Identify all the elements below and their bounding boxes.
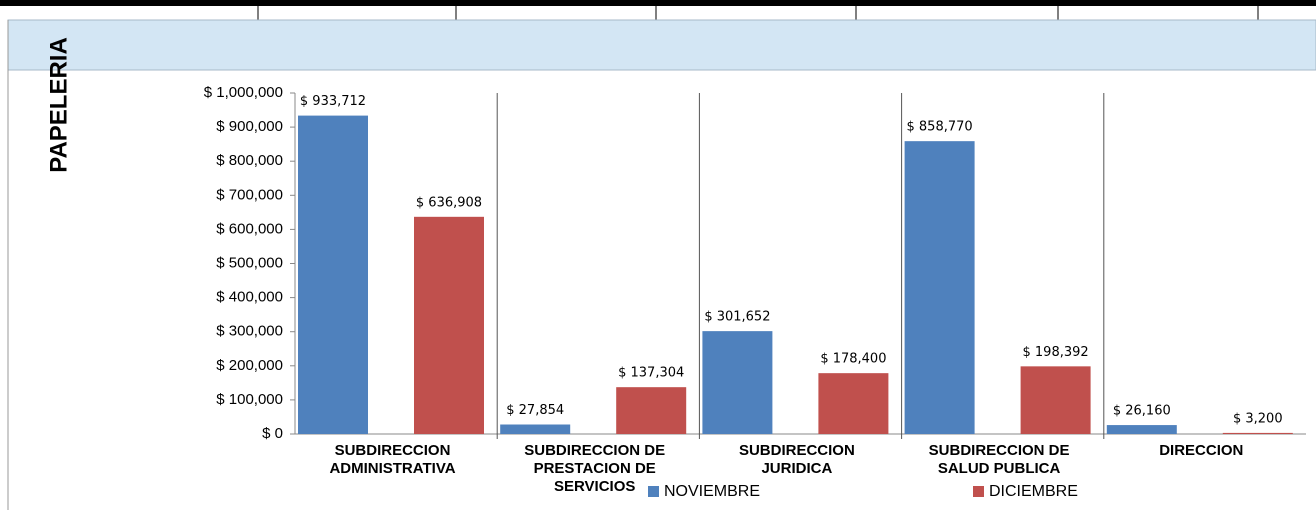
value-label: $ 26,160: [1113, 404, 1171, 419]
cell-ticks: [257, 6, 1259, 20]
bar: [616, 387, 687, 434]
top-border: [0, 0, 1316, 6]
value-label: $ 636,908: [416, 195, 482, 210]
legend-swatch: [973, 486, 984, 497]
bar: [500, 424, 571, 434]
value-label: $ 137,304: [618, 366, 684, 381]
value-label: $ 3,200: [1233, 411, 1283, 426]
value-label: $ 301,652: [704, 310, 770, 325]
x-tick-label: DIRECCION: [1159, 442, 1244, 459]
bar: [1020, 366, 1091, 434]
bar: [298, 115, 368, 434]
y-tick-label: $ 700,000: [216, 186, 283, 203]
y-tick-label: $ 300,000: [216, 323, 283, 340]
value-label: $ 27,854: [506, 403, 564, 418]
value-label: $ 858,770: [907, 120, 973, 135]
y-tick-label: $ 200,000: [216, 357, 283, 374]
chart-title: PAPELERIA: [45, 37, 72, 173]
x-tick-label: SUBDIRECCION ADMINISTRATIVA: [329, 442, 456, 477]
y-tick-label: $ 0: [262, 425, 283, 442]
y-tick-label: $ 400,000: [216, 289, 283, 306]
legend-swatch: [648, 486, 659, 497]
y-tick-label: $ 100,000: [216, 391, 283, 408]
bar: [1106, 425, 1177, 434]
x-tick-label: SUBDIRECCION DE SALUD PUBLICA: [928, 442, 1070, 477]
y-tick-label: $ 900,000: [216, 118, 283, 135]
bar: [414, 216, 484, 434]
value-label: $ 178,400: [820, 352, 886, 367]
x-tick-label: SUBDIRECCION DE PRESTACION DE SERVICIOS: [524, 442, 666, 495]
value-label: $ 933,712: [300, 94, 366, 109]
y-tick-label: $ 600,000: [216, 220, 283, 237]
bar: [702, 331, 773, 434]
y-tick-label: $ 500,000: [216, 254, 283, 271]
bar: [1222, 432, 1293, 434]
x-tick-label: SUBDIRECCION JURIDICA: [738, 442, 855, 477]
bar: [904, 141, 975, 434]
bar: [818, 373, 889, 434]
legend-label: DICIEMBRE: [989, 483, 1078, 500]
legend-label: NOVIEMBRE: [664, 483, 760, 500]
y-tick-label: $ 800,000: [216, 152, 283, 169]
y-tick-label: $ 1,000,000: [204, 84, 283, 101]
header-band: [7, 19, 1316, 71]
value-label: $ 198,392: [1023, 345, 1089, 360]
